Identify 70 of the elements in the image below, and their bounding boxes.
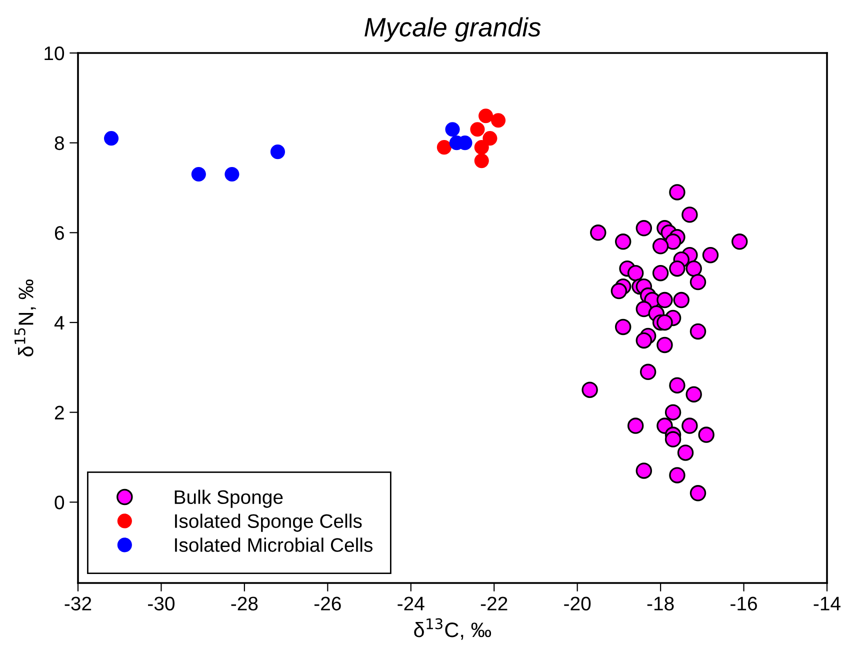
x-tick-label: -22 xyxy=(480,596,508,610)
x-tick-label: -28 xyxy=(231,596,258,610)
point xyxy=(690,274,706,290)
point xyxy=(673,292,690,308)
x-tick-label: -18 xyxy=(647,596,674,610)
point xyxy=(490,113,506,128)
legend-label: Bulk Sponge xyxy=(174,490,283,508)
point xyxy=(191,166,206,182)
x-tick-label: -14 xyxy=(814,596,840,610)
point xyxy=(614,234,632,250)
chart-title: Mycale grandis xyxy=(364,17,541,42)
y-axis-title: δ$^{15}$N, ‰ xyxy=(14,279,36,356)
point xyxy=(224,166,240,182)
point xyxy=(627,418,644,434)
point xyxy=(664,234,682,250)
point xyxy=(474,140,489,155)
point xyxy=(664,404,682,420)
point xyxy=(669,377,686,394)
y-tick-label: 2 xyxy=(54,406,64,420)
point xyxy=(669,467,686,484)
x-tick-label: -24 xyxy=(398,596,424,610)
x-tick-label: -20 xyxy=(564,596,591,610)
point xyxy=(677,444,694,461)
point xyxy=(640,364,656,380)
y-tick-label: 8 xyxy=(54,136,64,150)
point xyxy=(702,247,719,264)
point xyxy=(732,234,748,250)
x-tick-label: -32 xyxy=(64,596,92,610)
point xyxy=(470,122,485,137)
point xyxy=(652,264,669,282)
point xyxy=(682,418,698,434)
point xyxy=(478,108,494,124)
point xyxy=(590,224,606,241)
y-tick-label: 0 xyxy=(54,496,64,510)
legend-label: Isolated Microbial Cells xyxy=(175,538,372,552)
point xyxy=(690,323,706,340)
y-tick-label: 6 xyxy=(54,226,64,240)
point xyxy=(474,154,489,168)
point xyxy=(682,206,698,223)
point xyxy=(652,238,669,254)
x-tick-label: -26 xyxy=(314,596,341,610)
point xyxy=(445,122,460,137)
y-tick-label: 4 xyxy=(54,316,64,330)
point xyxy=(636,220,652,236)
point xyxy=(656,314,673,331)
point xyxy=(614,318,632,336)
x-tick-label: -30 xyxy=(148,596,175,610)
point xyxy=(664,431,682,448)
point xyxy=(482,131,498,146)
point xyxy=(636,332,652,349)
point xyxy=(669,260,686,277)
point xyxy=(270,144,286,160)
y-tick-label: 10 xyxy=(44,46,64,60)
legend-label: Isolated Sponge Cells xyxy=(175,514,362,532)
point xyxy=(627,264,644,282)
point xyxy=(582,382,598,398)
point xyxy=(686,260,702,277)
point xyxy=(656,336,673,354)
point xyxy=(698,426,714,443)
x-axis-title: δ$^{13}$C, ‰ xyxy=(414,618,492,640)
x-tick-label: -16 xyxy=(730,596,757,610)
point xyxy=(656,292,673,308)
point xyxy=(436,140,452,155)
point xyxy=(686,386,702,402)
point xyxy=(636,462,652,479)
point xyxy=(669,184,686,200)
point xyxy=(610,282,628,300)
point xyxy=(690,485,706,502)
point xyxy=(104,131,119,146)
point xyxy=(636,300,652,318)
